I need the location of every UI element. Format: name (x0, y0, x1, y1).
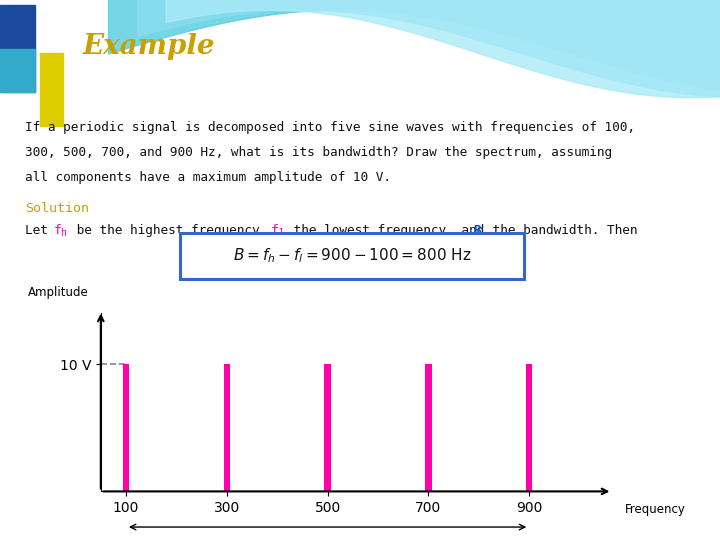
Bar (122, 364, 130, 491)
Text: the bandwidth. Then: the bandwidth. Then (485, 224, 637, 237)
Text: Amplitude: Amplitude (27, 286, 89, 299)
Text: If a periodic signal is decomposed into five sine waves with frequencies of 100,: If a periodic signal is decomposed into … (25, 122, 635, 134)
Text: all components have a maximum amplitude of 10 V.: all components have a maximum amplitude … (25, 171, 391, 184)
FancyBboxPatch shape (40, 53, 63, 126)
Text: f: f (271, 224, 279, 237)
Text: the lowest frequency, and: the lowest frequency, and (286, 224, 492, 237)
FancyBboxPatch shape (180, 233, 524, 279)
Text: $B = f_h - f_l = 900 - 100 = 800\ \mathrm{Hz}$: $B = f_h - f_l = 900 - 100 = 800\ \mathr… (233, 247, 472, 265)
Text: h: h (60, 228, 66, 239)
FancyBboxPatch shape (0, 49, 35, 92)
Text: Example: Example (83, 33, 215, 60)
Text: l: l (278, 228, 284, 239)
Text: f: f (53, 224, 61, 237)
Text: 300, 500, 700, and 900 Hz, what is its bandwidth? Draw the spectrum, assuming: 300, 500, 700, and 900 Hz, what is its b… (25, 146, 612, 159)
Bar (324, 364, 331, 491)
Text: Let: Let (25, 224, 55, 237)
Text: Solution: Solution (25, 202, 89, 215)
Text: Frequency: Frequency (625, 503, 686, 516)
FancyBboxPatch shape (0, 5, 35, 92)
Text: be the highest frequency,: be the highest frequency, (69, 224, 275, 237)
Bar (526, 364, 533, 491)
Text: B: B (473, 224, 481, 237)
Bar (425, 364, 432, 491)
Bar (223, 364, 230, 491)
